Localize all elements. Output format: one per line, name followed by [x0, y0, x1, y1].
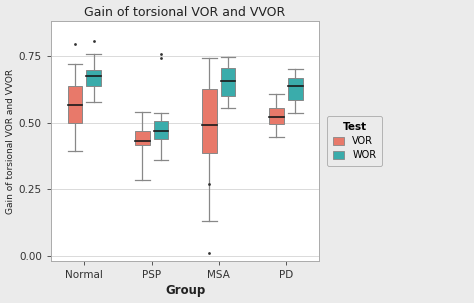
Bar [221, 68, 236, 96]
Bar [269, 108, 284, 124]
Title: Gain of torsional VOR and VVOR: Gain of torsional VOR and VVOR [84, 5, 286, 18]
Bar [154, 121, 168, 138]
X-axis label: Group: Group [165, 285, 205, 298]
Y-axis label: Gain of torsional VOR and VVOR: Gain of torsional VOR and VVOR [6, 68, 15, 214]
Bar [202, 89, 217, 153]
Bar [86, 71, 101, 86]
Legend: VOR, WOR: VOR, WOR [327, 116, 382, 166]
Bar [68, 86, 82, 122]
Bar [288, 78, 302, 100]
Bar [135, 131, 149, 145]
